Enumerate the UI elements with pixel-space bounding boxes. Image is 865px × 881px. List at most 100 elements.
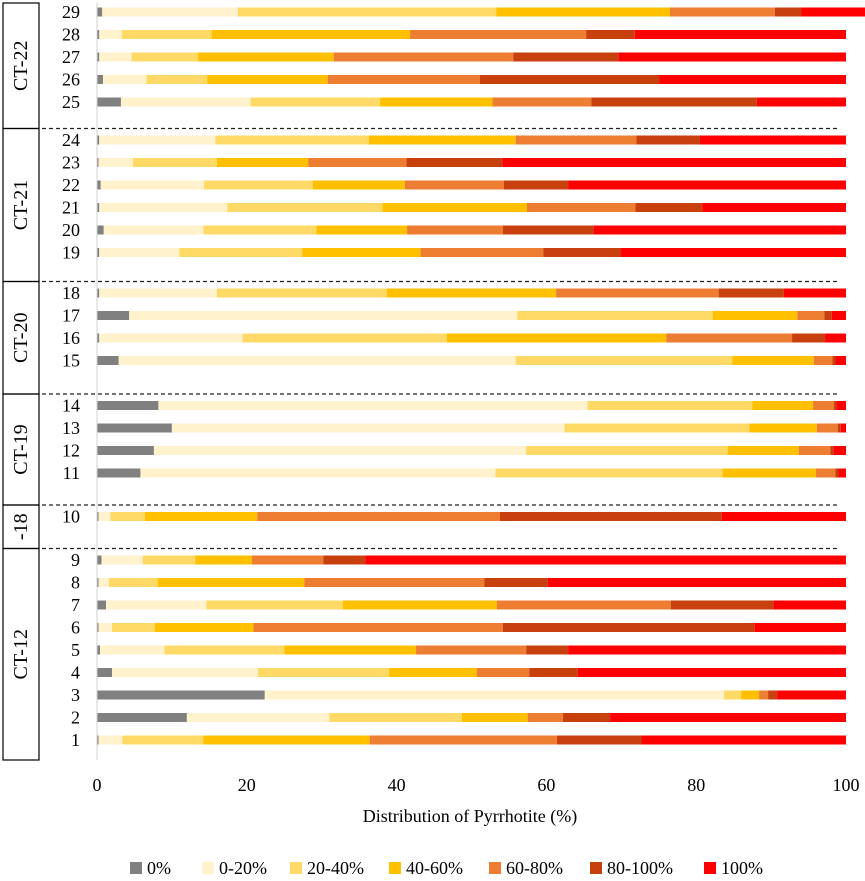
- bar-segment-row23-40-60pct: [216, 158, 309, 167]
- bar-segment-row10-80-100pct: [499, 512, 722, 521]
- bar-segment-row9-100pct: [365, 555, 846, 565]
- bar-segment-row9-0pct: [97, 555, 102, 565]
- bar-segment-row4-100pct: [577, 668, 846, 677]
- bar-segment-row17-40-60pct: [712, 311, 798, 320]
- bar-segment-row13-0pct: [97, 423, 172, 433]
- bar-segment-row29-100pct: [801, 7, 865, 17]
- legend-label: 40-60%: [406, 858, 463, 878]
- bar-segment-row15-20-40pct: [515, 356, 733, 365]
- bar-segment-row28-60-80pct: [410, 30, 587, 39]
- x-tick-label: 60: [537, 775, 555, 795]
- bar-segment-row22-0pct: [97, 180, 101, 190]
- bar-segment-row15-0-20pct: [118, 356, 516, 365]
- bar-segment-row3-80-100pct: [768, 690, 778, 700]
- bar-segment-row20-20-40pct: [203, 225, 317, 235]
- legend-label: 80-100%: [607, 858, 673, 878]
- bar-segment-row17-80-100pct: [824, 311, 832, 320]
- bar-segment-row10-0pct: [97, 512, 99, 521]
- bar-segment-row18-20-40pct: [216, 288, 387, 298]
- bar-segment-row16-0pct: [97, 333, 100, 343]
- bar-segment-row7-20-40pct: [206, 600, 343, 610]
- bar-segment-row9-0-20pct: [101, 555, 143, 565]
- bar-segment-row14-20-40pct: [587, 401, 753, 410]
- bar-segment-row29-80-100pct: [774, 7, 802, 17]
- bar-segment-row18-100pct: [783, 288, 846, 298]
- bar-segment-row6-0pct: [97, 623, 99, 632]
- bar-segment-row11-60-80pct: [816, 468, 836, 478]
- bar-segment-row27-60-80pct: [333, 52, 514, 62]
- bar-segment-row24-60-80pct: [515, 135, 637, 145]
- bar-segment-row7-0pct: [97, 600, 106, 610]
- bar-segment-row27-100pct: [618, 52, 846, 62]
- legend-swatch: [389, 862, 401, 874]
- bar-segment-row18-80-100pct: [718, 288, 784, 298]
- bar-segment-row15-40-60pct: [732, 356, 814, 365]
- bar-segment-row23-20-40pct: [132, 158, 217, 167]
- bar-segment-row13-40-60pct: [749, 423, 817, 433]
- bar-segment-row9-80-100pct: [323, 555, 366, 565]
- bar-segment-row1-100pct: [641, 735, 846, 745]
- bars-layer: [97, 7, 865, 745]
- bar-segment-row2-100pct: [610, 713, 846, 722]
- bar-segment-row19-0-20pct: [99, 248, 180, 257]
- bar-segment-row28-20-40pct: [121, 30, 212, 39]
- bar-segment-row2-0-20pct: [186, 713, 330, 722]
- bar-segment-row19-20-40pct: [179, 248, 303, 257]
- bar-segment-row13-100pct: [840, 423, 846, 433]
- row-label: 11: [63, 463, 80, 483]
- row-label: 18: [62, 283, 80, 303]
- bar-segment-row8-20-40pct: [108, 578, 158, 587]
- bar-segment-row2-0pct: [97, 713, 187, 722]
- row-label: 24: [62, 130, 80, 150]
- bar-segment-row21-40-60pct: [382, 203, 527, 212]
- bar-segment-row9-60-80pct: [252, 555, 324, 565]
- bar-segment-row6-40-60pct: [154, 623, 254, 632]
- group-label: CT-22: [10, 41, 32, 91]
- bar-segment-row22-80-100pct: [503, 180, 569, 190]
- bar-segment-row7-80-100pct: [670, 600, 774, 610]
- bar-segment-row26-80-100pct: [479, 75, 660, 84]
- bar-segment-row29-60-80pct: [669, 7, 775, 17]
- row-label: 13: [62, 418, 80, 438]
- x-tick-label: 40: [388, 775, 406, 795]
- bar-segment-row21-0-20pct: [99, 203, 228, 212]
- bar-segment-row11-0pct: [97, 468, 141, 478]
- group-label: CT-20: [10, 313, 32, 363]
- bar-segment-row8-0pct: [97, 578, 99, 587]
- bar-segment-row12-60-80pct: [798, 446, 831, 455]
- bar-segment-row5-100pct: [568, 645, 846, 655]
- bar-segment-row26-0pct: [97, 75, 103, 84]
- bar-segment-row10-60-80pct: [257, 512, 500, 521]
- legend-swatch: [704, 862, 716, 874]
- legend: 0% 0-20% 20-40% 40-60% 60-80% 80-100% 100%: [130, 858, 763, 878]
- bar-segment-row23-80-100pct: [406, 158, 503, 167]
- bar-segment-row14-0-20pct: [158, 401, 588, 410]
- group-label: CT-19: [10, 424, 32, 474]
- bar-segment-row11-40-60pct: [722, 468, 817, 478]
- bar-segment-row6-100pct: [754, 623, 846, 632]
- bar-segment-row13-20-40pct: [564, 423, 750, 433]
- bar-segment-row5-60-80pct: [416, 645, 527, 655]
- bar-segment-row16-60-80pct: [666, 333, 793, 343]
- x-tick-label: 20: [238, 775, 256, 795]
- bar-segment-row13-80-100pct: [837, 423, 841, 433]
- bar-segment-row3-60-80pct: [759, 690, 769, 700]
- bar-segment-row19-80-100pct: [543, 248, 621, 257]
- bar-segment-row14-0pct: [97, 401, 159, 410]
- bar-segment-row17-60-80pct: [797, 311, 825, 320]
- bar-segment-row26-0-20pct: [102, 75, 147, 84]
- bar-segment-row28-0pct: [97, 30, 100, 39]
- legend-label: 60-80%: [506, 858, 563, 878]
- bar-segment-row25-60-80pct: [492, 97, 592, 107]
- bar-segment-row25-20-40pct: [250, 97, 381, 107]
- bar-segment-row27-20-40pct: [131, 52, 199, 62]
- bar-segment-row20-0-20pct: [103, 225, 204, 235]
- bar-segment-row23-100pct: [502, 158, 846, 167]
- x-tick-label: 100: [833, 775, 860, 795]
- bar-segment-row29-0pct: [97, 7, 103, 17]
- bar-segment-row1-60-80pct: [369, 735, 557, 745]
- bar-segment-row26-40-60pct: [207, 75, 328, 84]
- row-label: 12: [62, 441, 80, 461]
- bar-segment-row1-40-60pct: [203, 735, 370, 745]
